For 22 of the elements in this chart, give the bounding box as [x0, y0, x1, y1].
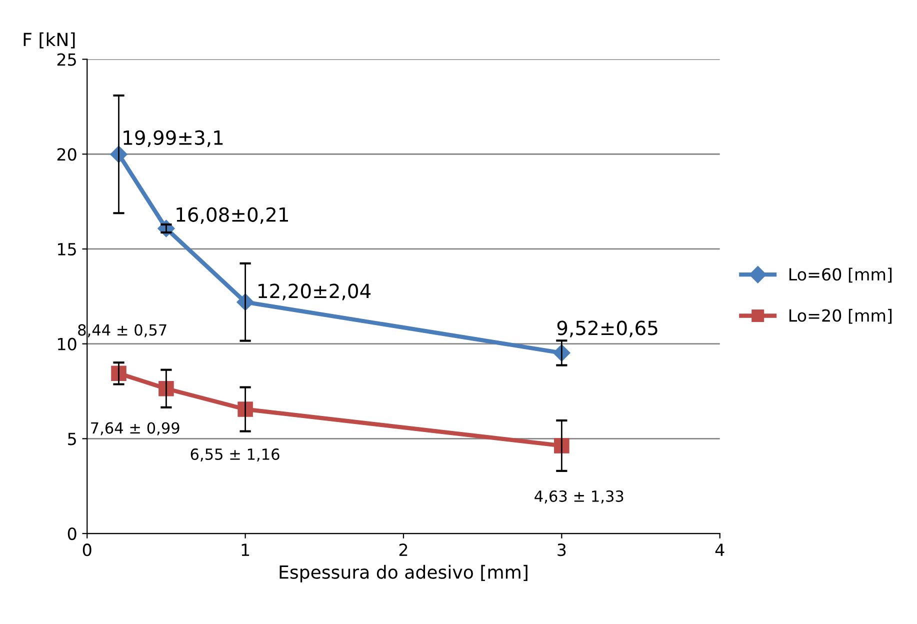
y-tick-label: 20 [57, 148, 76, 161]
legend-label: Lo=20 [mm] [789, 308, 892, 324]
y-axis-title: F [kN] [24, 32, 75, 48]
data-label: 7,64 ± 0,99 [91, 422, 180, 436]
data-label: 4,63 ± 1,33 [534, 490, 624, 504]
x-tick-label: 4 [715, 544, 724, 556]
y-tick-label: 10 [58, 338, 76, 350]
legend-label: Lo=60 [mm] [789, 268, 892, 283]
x-tick-label: 1 [242, 544, 250, 556]
data-label: 19,99±3,1 [124, 130, 223, 147]
data-label: 6,55 ± 1,16 [190, 448, 280, 462]
data-label: 12,20±2,04 [258, 284, 371, 300]
data-label: 9,52±0,65 [557, 320, 658, 338]
x-tick-label: 3 [558, 544, 566, 556]
x-tick-label: 2 [399, 544, 408, 556]
y-tick-label: 5 [68, 432, 76, 446]
x-axis-title: Espessura do adesivo [mm] [280, 564, 528, 582]
y-tick-label: 25 [57, 53, 76, 66]
data-label: 16,08±0,21 [176, 207, 288, 224]
y-tick-label: 0 [68, 527, 76, 540]
x-tick-label: 0 [82, 544, 92, 556]
y-tick-label: 15 [58, 243, 76, 256]
